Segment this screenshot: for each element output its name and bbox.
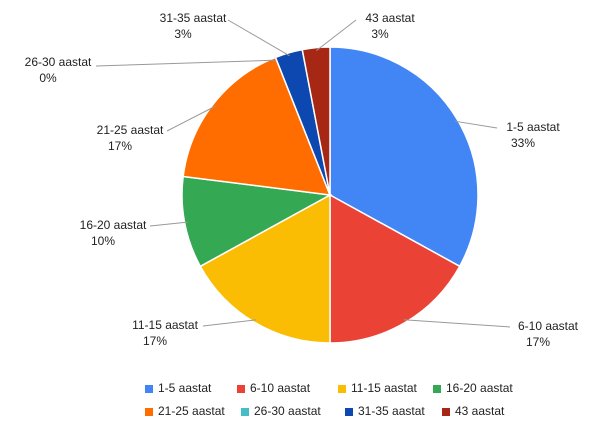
legend-label: 21-25 aastat (158, 404, 225, 418)
slice-label: 26-30 aastat (25, 55, 92, 69)
leader-line (227, 19, 290, 57)
slice-value-label: 33% (511, 136, 535, 150)
slice-value-label: 3% (371, 27, 389, 41)
legend-swatch (345, 408, 353, 416)
legend-label: 43 aastat (455, 404, 505, 418)
slice-label: 31-35 aastat (160, 11, 227, 25)
legend-swatch (237, 385, 245, 393)
legend-swatch (442, 408, 450, 416)
legend-label: 1-5 aastat (158, 381, 212, 395)
legend-label: 11-15 aastat (351, 381, 417, 395)
leader-line (166, 105, 216, 132)
legend-swatch (145, 408, 153, 416)
legend-swatch (338, 385, 346, 393)
legend-swatch (145, 385, 153, 393)
slice-label: 1-5 aastat (506, 120, 560, 134)
slice-label: 43 aastat (365, 11, 415, 25)
slice-label: 21-25 aastat (97, 123, 164, 137)
legend-label: 26-30 aastat (254, 404, 321, 418)
slice-value-label: 17% (143, 334, 167, 348)
pie-slice (329, 193, 461, 344)
legend-swatch (241, 408, 249, 416)
pie-slice (329, 46, 479, 268)
slice-value-label: 10% (91, 234, 115, 248)
leader-line (403, 319, 511, 328)
pie-slice (301, 46, 331, 196)
pie-slice (182, 56, 332, 196)
slice-value-label: 0% (39, 71, 57, 85)
slice-value-label: 17% (526, 335, 550, 349)
legend-label: 31-35 aastat (358, 404, 425, 418)
leader-line (95, 59, 277, 67)
leader-line (149, 221, 188, 227)
slice-label: 16-20 aastat (80, 218, 147, 232)
slice-label: 11-15 aastat (132, 318, 198, 332)
pie-slice (199, 193, 331, 344)
slice-value-label: 17% (108, 139, 132, 153)
legend-label: 16-20 aastat (446, 381, 513, 395)
slice-label: 6-10 aastat (518, 319, 579, 333)
leader-line (454, 120, 498, 129)
legend-label: 6-10 aastat (250, 381, 311, 395)
leader-line (202, 319, 257, 327)
legend-swatch (433, 385, 441, 393)
leader-line (316, 19, 357, 52)
slice-value-label: 3% (174, 27, 192, 41)
